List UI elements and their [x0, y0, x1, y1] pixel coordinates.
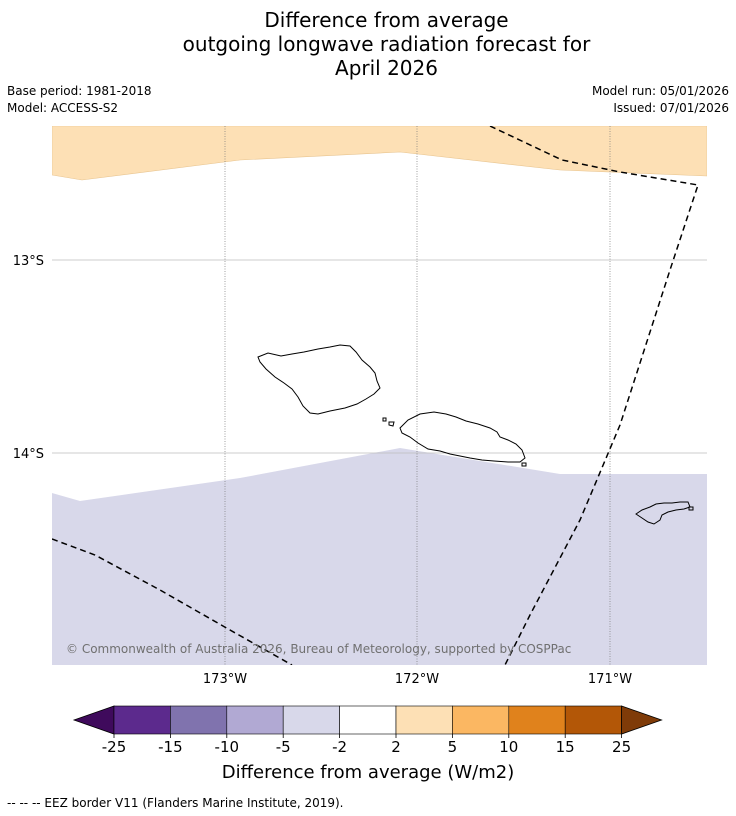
colorbar-tick-label: 5	[448, 738, 458, 756]
base-period: Base period: 1981-2018	[7, 84, 152, 98]
title-line-1: Difference from average	[264, 8, 509, 32]
upolu-east-tip	[521, 462, 527, 467]
colorbar-segment	[113, 705, 171, 735]
colorbar-segment	[452, 705, 510, 735]
colorbar-tick-label: 25	[612, 738, 631, 756]
meta-right: Model run: 05/01/2026 Issued: 07/01/2026	[592, 83, 729, 117]
copyright-notice: © Commonwealth of Australia 2026, Bureau…	[66, 642, 571, 656]
colorbar-tick-label: 2	[391, 738, 401, 756]
manono-islet	[388, 421, 395, 427]
colorbar-tick-label: -10	[215, 738, 240, 756]
model-run: Model run: 05/01/2026	[591, 84, 729, 98]
lon-label-172w: 172°W	[395, 672, 439, 687]
colorbar-segment	[339, 705, 397, 735]
eez-border-southwest	[52, 538, 293, 665]
colorbar-tick-label: -15	[158, 738, 183, 756]
tutuila-island	[635, 501, 691, 525]
colorbar: -25 -15 -10 -5 -2 2 5 10 15 25	[72, 705, 663, 756]
upolu-island	[399, 411, 526, 463]
apolima-islet	[382, 417, 387, 422]
eez-footnote: -- -- -- EEZ border V11 (Flanders Marine…	[7, 796, 344, 810]
colorbar-tick-label: -25	[102, 738, 127, 756]
meta-left: Base period: 1981-2018 Model: ACCESS-S2	[7, 83, 152, 117]
colorbar-tick-label: 15	[556, 738, 575, 756]
colorbar-segment	[508, 705, 566, 735]
colorbar-tick-label: 10	[499, 738, 518, 756]
lat-label-13s: 13°S	[13, 254, 44, 269]
map-area: © Commonwealth of Australia 2026, Bureau…	[52, 126, 707, 665]
aunuu-islet	[688, 506, 694, 511]
model-name: Model: ACCESS-S2	[7, 101, 119, 115]
lon-label-173w: 173°W	[203, 672, 247, 687]
colorbar-arrow-high	[621, 705, 663, 735]
colorbar-tick-label: -2	[332, 738, 347, 756]
colorbar-tick-label: -5	[276, 738, 291, 756]
colorbar-segment	[395, 705, 453, 735]
title-line-3: April 2026	[335, 56, 438, 80]
colorbar-arrow-low	[72, 705, 115, 735]
lat-label-14s: 14°S	[13, 447, 44, 462]
lon-label-171w: 171°W	[588, 672, 632, 687]
colorbar-label: Difference from average (W/m2)	[222, 762, 514, 783]
colorbar-segment	[564, 705, 622, 735]
title-line-2: outgoing longwave radiation forecast for	[182, 32, 591, 56]
colorbar-segment	[226, 705, 284, 735]
negative-anomaly-region	[52, 448, 707, 665]
colorbar-segment	[170, 705, 228, 735]
colorbar-segment	[282, 705, 340, 735]
positive-anomaly-region	[52, 126, 707, 181]
issued-date: Issued: 07/01/2026	[613, 101, 729, 115]
chart-title: Difference from average outgoing longwav…	[0, 8, 736, 80]
eez-border-northeast	[489, 126, 699, 665]
savaii-island	[257, 344, 381, 415]
